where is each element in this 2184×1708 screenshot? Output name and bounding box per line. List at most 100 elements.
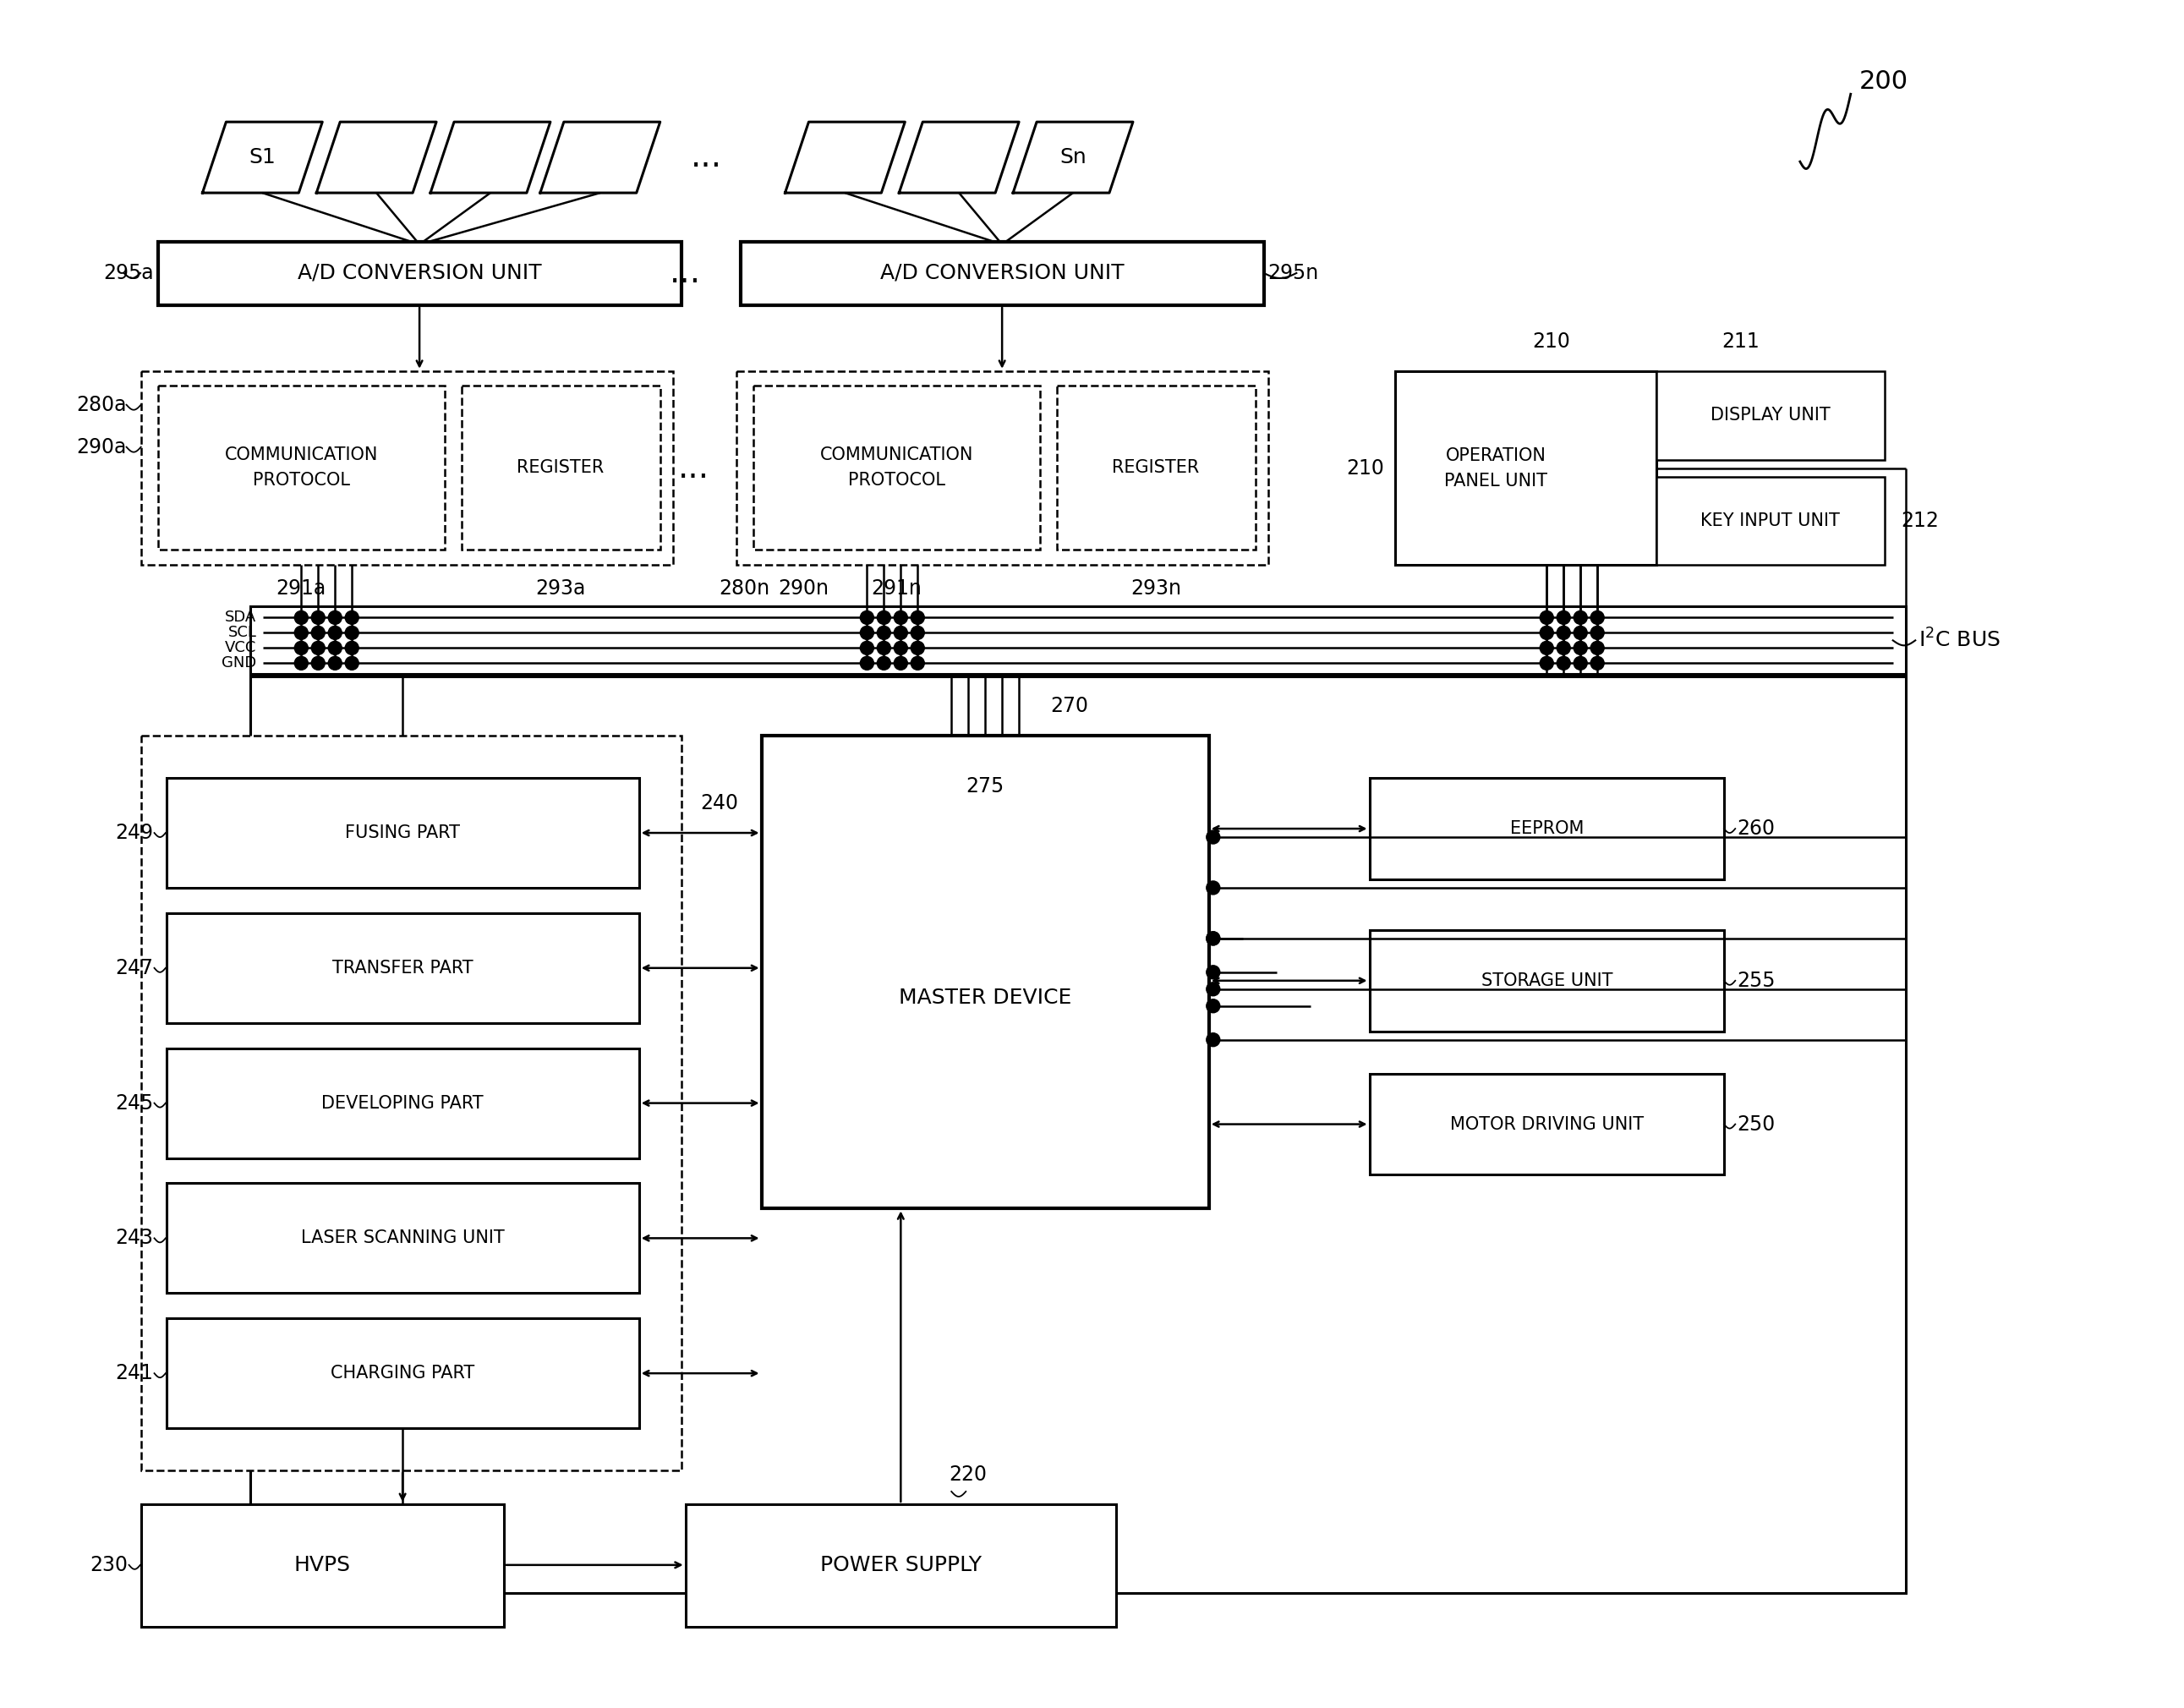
Text: 245: 245	[116, 1093, 153, 1114]
Bar	[740, 243, 1265, 306]
Polygon shape	[203, 121, 323, 193]
Circle shape	[1206, 881, 1221, 895]
Circle shape	[1557, 627, 1570, 639]
Circle shape	[328, 627, 341, 639]
Text: 275: 275	[965, 777, 1005, 796]
Bar	[157, 243, 681, 306]
Circle shape	[1557, 656, 1570, 670]
Text: ...: ...	[679, 453, 710, 483]
Circle shape	[312, 627, 325, 639]
Text: PANEL UNIT: PANEL UNIT	[1444, 473, 1548, 488]
Text: TRANSFER PART: TRANSFER PART	[332, 960, 474, 977]
Polygon shape	[430, 121, 550, 193]
Bar	[166, 1184, 640, 1293]
Circle shape	[911, 611, 924, 625]
Circle shape	[878, 611, 891, 625]
Text: PROTOCOL: PROTOCOL	[847, 471, 946, 488]
Bar	[140, 371, 673, 565]
Circle shape	[1206, 999, 1221, 1013]
Bar	[140, 1505, 505, 1626]
Text: SDA: SDA	[225, 610, 256, 625]
Text: S1: S1	[249, 147, 275, 167]
Text: A/D CONVERSION UNIT: A/D CONVERSION UNIT	[880, 263, 1125, 284]
Circle shape	[878, 627, 891, 639]
Text: ...: ...	[690, 142, 723, 174]
Text: DISPLAY UNIT: DISPLAY UNIT	[1710, 407, 1830, 424]
Circle shape	[860, 627, 874, 639]
Text: 210: 210	[1531, 331, 1570, 352]
Text: Sn: Sn	[1059, 147, 1085, 167]
Polygon shape	[1013, 121, 1133, 193]
Text: COMMUNICATION: COMMUNICATION	[819, 446, 974, 463]
Circle shape	[1557, 611, 1570, 625]
Bar	[1369, 929, 1723, 1032]
Text: STORAGE UNIT: STORAGE UNIT	[1481, 972, 1612, 989]
Bar	[166, 1319, 640, 1428]
Text: REGISTER: REGISTER	[1112, 459, 1199, 477]
Circle shape	[1575, 611, 1588, 625]
Circle shape	[893, 656, 909, 670]
Text: KEY INPUT UNIT: KEY INPUT UNIT	[1701, 512, 1841, 529]
Text: 291n: 291n	[871, 579, 922, 600]
Circle shape	[893, 627, 909, 639]
Circle shape	[328, 611, 341, 625]
Text: 295a: 295a	[103, 263, 153, 284]
Text: LASER SCANNING UNIT: LASER SCANNING UNIT	[301, 1230, 505, 1247]
Text: 210: 210	[1348, 458, 1385, 478]
Text: SCL: SCL	[227, 625, 256, 640]
Circle shape	[1540, 640, 1553, 654]
Bar	[1057, 386, 1256, 550]
Text: A/D CONVERSION UNIT: A/D CONVERSION UNIT	[297, 263, 542, 284]
Text: 200: 200	[1859, 68, 1909, 94]
Text: 293n: 293n	[1131, 579, 1182, 600]
Bar	[762, 736, 1210, 1209]
Text: I$^2$C BUS: I$^2$C BUS	[1918, 629, 2001, 652]
Circle shape	[1206, 965, 1221, 979]
Text: 270: 270	[1051, 697, 1088, 716]
Bar	[251, 676, 1907, 1594]
Circle shape	[1206, 830, 1221, 844]
Bar	[166, 1049, 640, 1158]
Text: MASTER DEVICE: MASTER DEVICE	[900, 987, 1072, 1008]
Polygon shape	[784, 121, 904, 193]
Circle shape	[1540, 656, 1553, 670]
Circle shape	[295, 627, 308, 639]
Circle shape	[893, 611, 909, 625]
Text: CHARGING PART: CHARGING PART	[330, 1365, 474, 1382]
Circle shape	[312, 640, 325, 654]
Text: 240: 240	[701, 793, 738, 813]
Circle shape	[878, 656, 891, 670]
Circle shape	[295, 640, 308, 654]
Text: 241: 241	[116, 1363, 153, 1383]
Circle shape	[1590, 656, 1603, 670]
Circle shape	[1206, 931, 1221, 945]
Bar	[1369, 1074, 1723, 1175]
Bar	[140, 736, 681, 1471]
Circle shape	[1540, 627, 1553, 639]
Text: COMMUNICATION: COMMUNICATION	[225, 446, 378, 463]
Text: 211: 211	[1721, 331, 1760, 352]
Circle shape	[295, 611, 308, 625]
Bar	[686, 1505, 1116, 1626]
Circle shape	[312, 656, 325, 670]
Circle shape	[345, 656, 358, 670]
Text: 290n: 290n	[778, 579, 830, 600]
Circle shape	[1575, 640, 1588, 654]
Text: 295n: 295n	[1269, 263, 1319, 284]
Circle shape	[860, 640, 874, 654]
Circle shape	[345, 611, 358, 625]
Circle shape	[1557, 640, 1570, 654]
Circle shape	[878, 640, 891, 654]
Polygon shape	[317, 121, 437, 193]
Text: 249: 249	[116, 823, 153, 844]
Text: 230: 230	[90, 1554, 129, 1575]
Circle shape	[911, 656, 924, 670]
Circle shape	[1206, 982, 1221, 996]
Text: 293a: 293a	[535, 579, 585, 600]
Polygon shape	[900, 121, 1020, 193]
Text: 291a: 291a	[275, 579, 325, 600]
Text: 290a: 290a	[76, 437, 127, 458]
Circle shape	[1206, 931, 1221, 945]
Bar	[251, 606, 1907, 675]
Text: 280n: 280n	[719, 579, 771, 600]
